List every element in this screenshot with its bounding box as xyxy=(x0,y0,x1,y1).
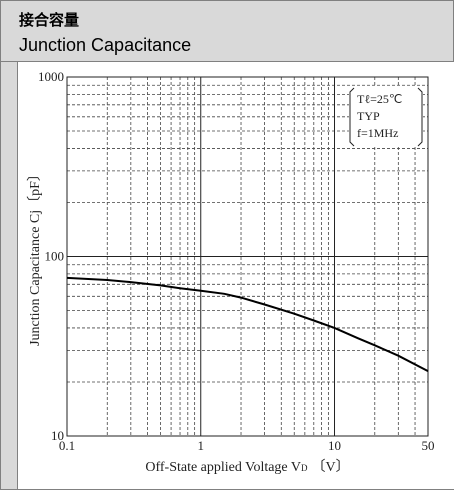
x-axis-label-subscript: D xyxy=(301,463,308,473)
plot-border xyxy=(66,76,429,437)
annotation-frequency: f=1MHz xyxy=(357,126,398,140)
y-tick-label: 100 xyxy=(45,249,65,264)
y-axis-label: Junction Capacitance Cj〔pF〕 xyxy=(27,167,43,346)
conditions-note-brackets xyxy=(349,87,423,147)
annotation-typ: TYP xyxy=(357,109,380,123)
conditions-note: Tℓ=25℃ TYP f=1MHz xyxy=(349,87,423,147)
x-tick-label: 0.1 xyxy=(59,438,75,453)
annotation-temperature: Tℓ=25℃ xyxy=(357,92,402,106)
y-tick-label: 10 xyxy=(51,428,64,443)
x-tick-label: 1 xyxy=(198,438,205,453)
series-line xyxy=(66,276,429,372)
title-divider xyxy=(1,61,453,62)
y-tick-label: 1000 xyxy=(38,69,64,84)
tick-labels: 0.1 1 10 50 10 100 1000 xyxy=(38,69,435,453)
x-axis-label-text: Off-State applied Voltage V xyxy=(145,460,301,475)
x-axis-label-unit: 〔V〕 xyxy=(312,459,350,475)
x-axis-label: Off-State applied Voltage VD 〔V〕 xyxy=(145,459,349,475)
chart-title-japanese: 接合容量 xyxy=(19,11,80,29)
chart-title-english: Junction Capacitance xyxy=(19,35,192,55)
conditions-note-bg xyxy=(349,87,423,147)
x-tick-label: 50 xyxy=(422,438,435,453)
x-tick-label: 10 xyxy=(328,438,341,453)
